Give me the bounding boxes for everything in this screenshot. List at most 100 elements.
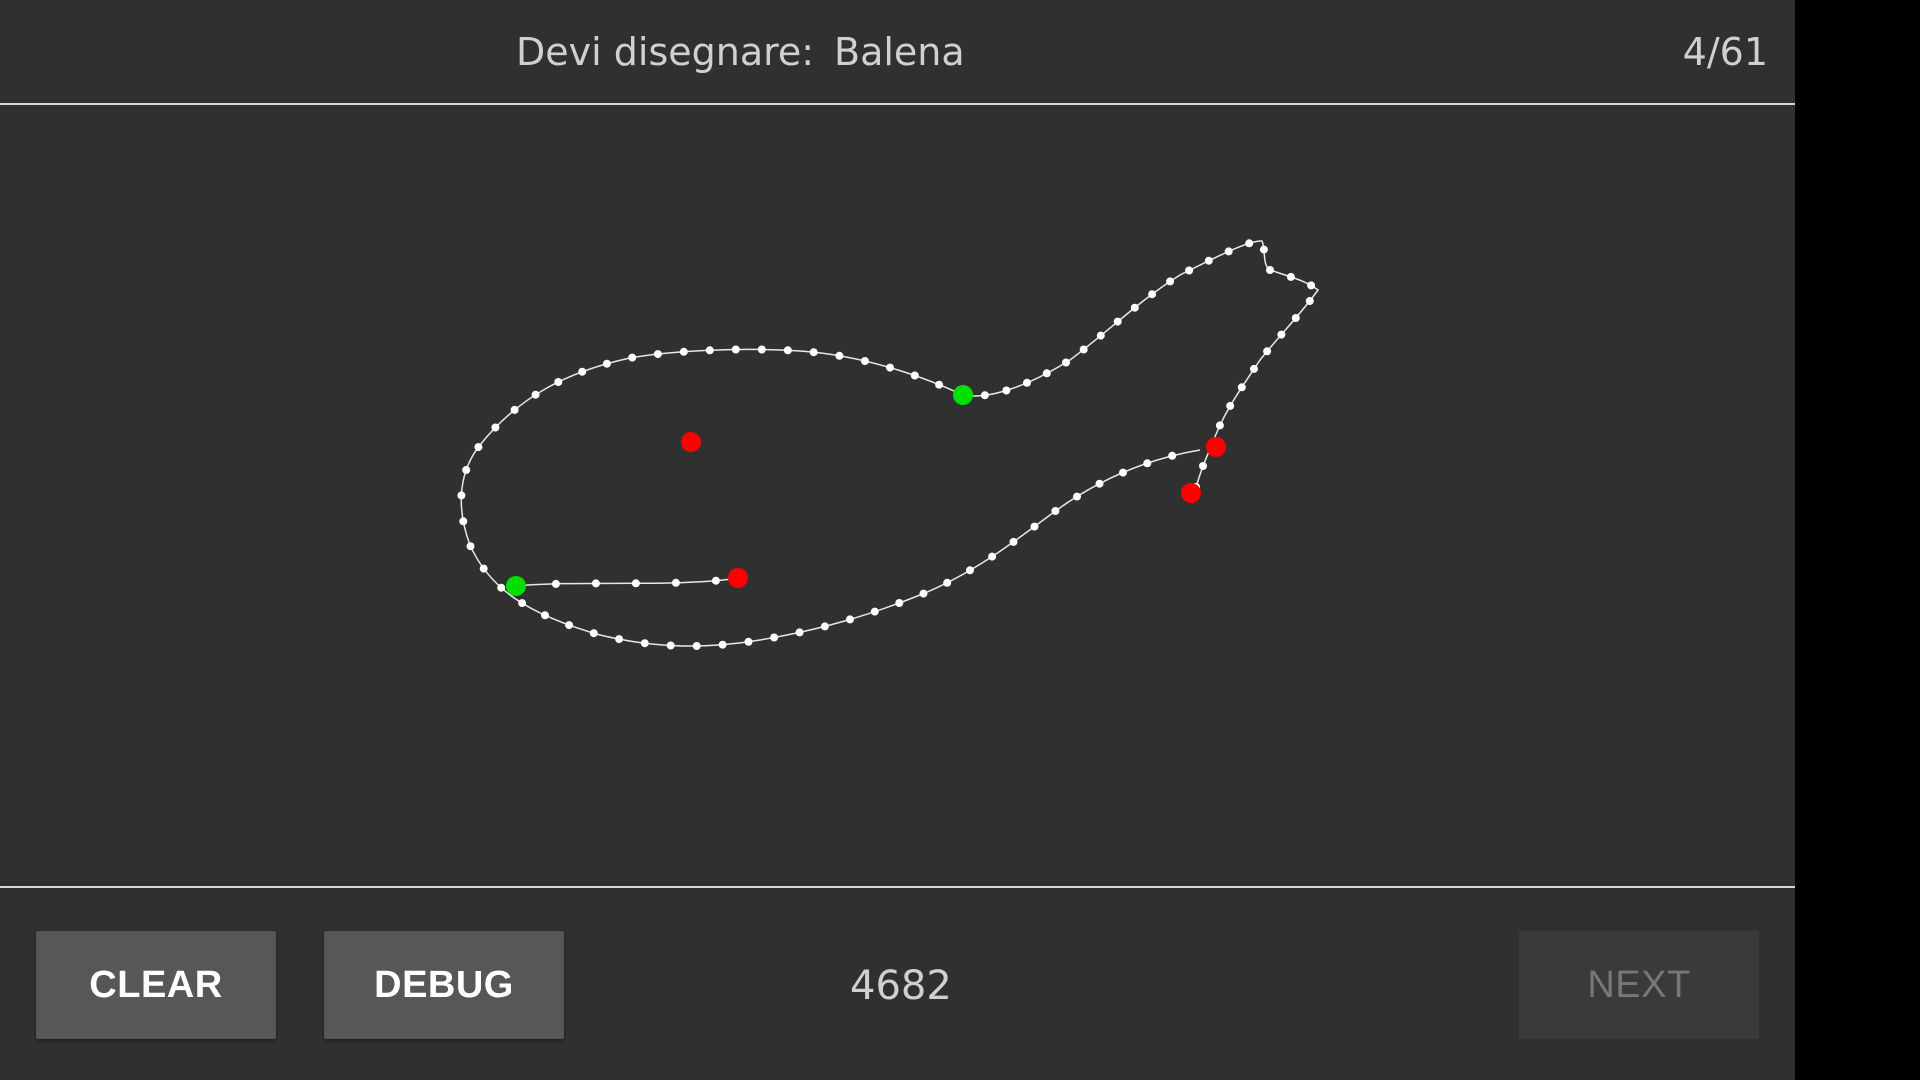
stroke-sample-dot — [1215, 421, 1224, 430]
stroke-sample-dot — [1166, 277, 1175, 286]
stroke-end-point — [728, 568, 748, 588]
stroke-sample-dot — [462, 466, 471, 474]
stroke-sample-dot — [1119, 468, 1127, 477]
stroke-sample-dot — [795, 628, 804, 637]
stroke-sample-dot — [980, 391, 989, 400]
stroke-mouth — [515, 577, 739, 587]
stroke-sample-dot — [679, 347, 688, 356]
stroke-sample-dot — [591, 579, 600, 588]
stroke-sample-dot — [466, 542, 475, 551]
stroke-tail — [962, 240, 1320, 504]
screen-edge-bar — [1795, 0, 1920, 1080]
stroke-sample-dot — [886, 363, 894, 372]
stroke-sample-dot — [809, 348, 818, 357]
stroke-sample-dot — [1148, 290, 1157, 299]
stroke-sample-dot — [1113, 317, 1122, 326]
stroke-sample-dot — [1023, 378, 1031, 387]
stroke-sample-dot — [671, 578, 680, 587]
stroke-sample-dot — [846, 615, 854, 624]
stroke-sample-dot — [510, 405, 519, 414]
stroke-sample-dot — [653, 350, 662, 359]
stroke-sample-dot — [459, 517, 468, 526]
stroke-sample-dot — [770, 633, 779, 642]
prompt-label: Devi disegnare: — [516, 30, 815, 74]
header: Devi disegnare: Balena 4/61 — [0, 0, 1795, 105]
stroke-sample-dot — [718, 640, 727, 649]
stroke-sample-dot — [1237, 383, 1246, 392]
stroke-sample-dot — [615, 635, 624, 644]
stroke-sample-dot — [1168, 451, 1177, 460]
stroke-sample-dot — [860, 357, 869, 365]
stroke-sample-dot — [1226, 401, 1235, 410]
next-button[interactable]: NEXT — [1519, 931, 1759, 1039]
stroke-sample-dot — [474, 443, 483, 452]
stroke-sample-dot — [1199, 462, 1207, 470]
stroke-start-point — [953, 385, 973, 405]
stroke-sample-dot — [835, 351, 844, 360]
stroke-sample-dot — [1266, 266, 1274, 274]
stroke-sample-dot — [457, 491, 466, 500]
stroke-sample-dot — [589, 629, 598, 638]
stroke-sample-dot — [1009, 537, 1018, 546]
stroke-sample-dot — [565, 621, 574, 630]
stroke-sample-dot — [554, 378, 563, 386]
stroke-sample-dot — [1062, 358, 1070, 367]
stroke-sample-dot — [1245, 239, 1254, 248]
stroke-sample-dot — [1291, 314, 1300, 322]
drawing-canvas[interactable] — [0, 105, 1795, 887]
stroke-sample-dot — [551, 579, 560, 588]
progress-counter: 4/61 — [1682, 30, 1768, 74]
stroke-sample-dot — [1030, 522, 1039, 531]
stroke-sample-dot — [1250, 364, 1258, 373]
stroke-sample-dot — [1073, 492, 1081, 501]
stroke-sample-dot — [919, 589, 928, 598]
stroke-sample-dot — [479, 564, 488, 573]
stroke-sample-dot — [602, 359, 611, 368]
stroke-end-point — [1181, 483, 1201, 503]
stroke-sample-dot — [1224, 247, 1233, 256]
stroke-sample-dot — [1042, 369, 1051, 378]
stroke-sample-dot — [1096, 331, 1105, 340]
stroke-sample-dot — [895, 599, 904, 607]
stroke-sample-dot — [1130, 303, 1139, 312]
stroke-sample-dot — [1079, 345, 1088, 354]
stroke-sample-dot — [628, 353, 637, 362]
stroke-sample-dot — [1259, 245, 1268, 254]
score-value: 4682 — [850, 963, 952, 1009]
stroke-sample-dot — [631, 579, 640, 588]
stroke-sample-dot — [1095, 479, 1104, 488]
stroke-sample-dot — [757, 345, 766, 354]
stroke-sample-dot — [988, 552, 997, 561]
stroke-sample-dot — [491, 423, 500, 432]
stroke-sample-dot — [711, 576, 720, 585]
stroke-sample-dot — [943, 578, 952, 587]
stroke-sample-dot — [640, 639, 649, 648]
debug-button[interactable]: DEBUG — [324, 931, 564, 1039]
stroke-sample-dot — [870, 607, 879, 616]
stroke-start-point — [506, 576, 526, 596]
stroke-sample-dot — [783, 346, 792, 355]
stroke-sample-dot — [518, 599, 527, 608]
stroke-sample-dot — [578, 367, 587, 376]
stroke-sample-dot — [744, 637, 753, 646]
stroke-end-point — [1206, 437, 1226, 457]
stroke-sample-dot — [1277, 330, 1286, 339]
stroke-sample-dot — [1185, 266, 1194, 275]
stroke-sample-dot — [1051, 507, 1060, 515]
stroke-sample-dot — [1286, 272, 1295, 281]
stroke-sample-dot — [910, 371, 919, 380]
stroke-sample-dot — [731, 345, 740, 354]
stroke-sample-dot — [692, 642, 701, 650]
stroke-sample-dot — [1204, 256, 1213, 265]
stroke-sample-dot — [666, 641, 675, 650]
clear-button[interactable]: CLEAR — [36, 931, 276, 1039]
drawing-svg[interactable] — [0, 105, 1795, 887]
footer-toolbar: CLEAR DEBUG 4682 NEXT — [0, 886, 1795, 1080]
stroke-sample-dot — [935, 380, 944, 389]
stroke-sample-dot — [820, 622, 829, 631]
stroke-sample-dot — [705, 346, 714, 355]
stroke-sample-dot — [1305, 297, 1314, 305]
stroke-sample-dot — [1143, 459, 1152, 468]
stroke-sample-dot — [497, 583, 506, 592]
eye-point — [681, 432, 701, 452]
